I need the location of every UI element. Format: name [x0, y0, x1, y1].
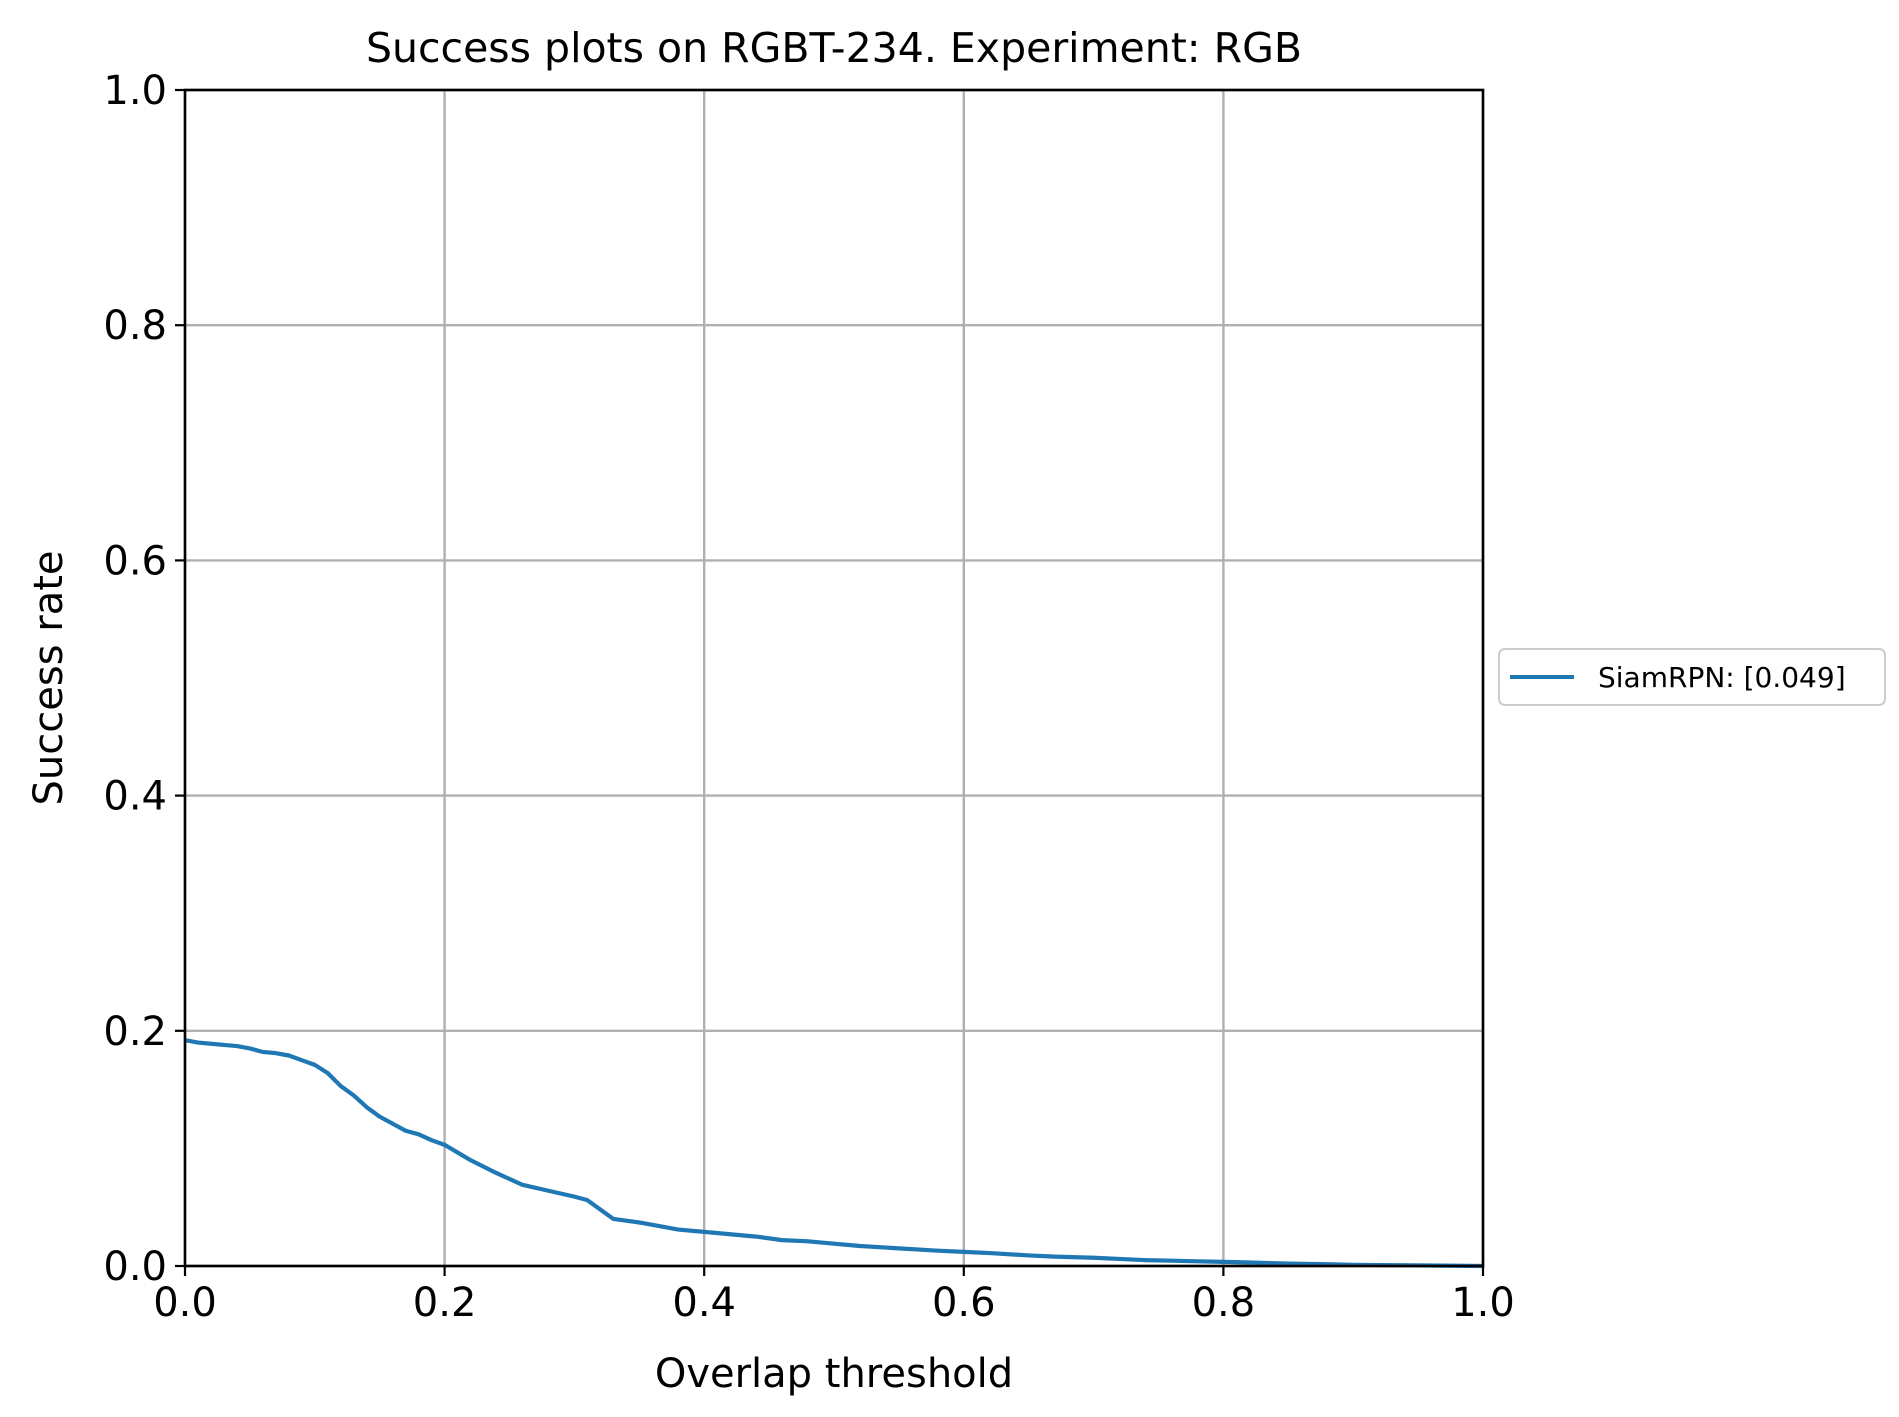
x-tick-label: 0.6	[932, 1280, 996, 1326]
x-tick-label: 1.0	[1451, 1280, 1515, 1326]
y-tick-label: 0.0	[103, 1244, 167, 1290]
y-tick-label: 0.6	[103, 538, 167, 584]
x-tick-label: 0.4	[672, 1280, 736, 1326]
x-axis-label: Overlap threshold	[655, 1351, 1013, 1397]
chart-title: Success plots on RGBT-234. Experiment: R…	[366, 24, 1302, 72]
y-tick-label: 0.8	[103, 303, 167, 349]
series-line-siamrpn	[184, 1038, 1484, 1269]
axes-frame	[183, 88, 1485, 1268]
x-tick-label: 0.0	[153, 1280, 217, 1326]
legend-box	[1498, 648, 1886, 706]
x-tick-label: 0.2	[413, 1280, 477, 1326]
series-layer	[184, 1038, 1484, 1269]
axis-ticks: 0.0 0.2 0.4 0.6 0.8 1.0 0.0 0.2 0.4 0.6 0.8 1.0	[103, 68, 1514, 1326]
y-tick-label: 0.2	[103, 1009, 167, 1055]
y-tick-label: 0.4	[103, 774, 167, 820]
legend: SiamRPN: [0.049]	[1498, 648, 1886, 706]
y-axis-label: Success rate	[26, 551, 72, 806]
y-tick-label: 1.0	[103, 68, 167, 114]
legend-label-siamrpn: SiamRPN: [0.049]	[1598, 661, 1846, 694]
x-tick-label: 0.8	[1192, 1280, 1256, 1326]
